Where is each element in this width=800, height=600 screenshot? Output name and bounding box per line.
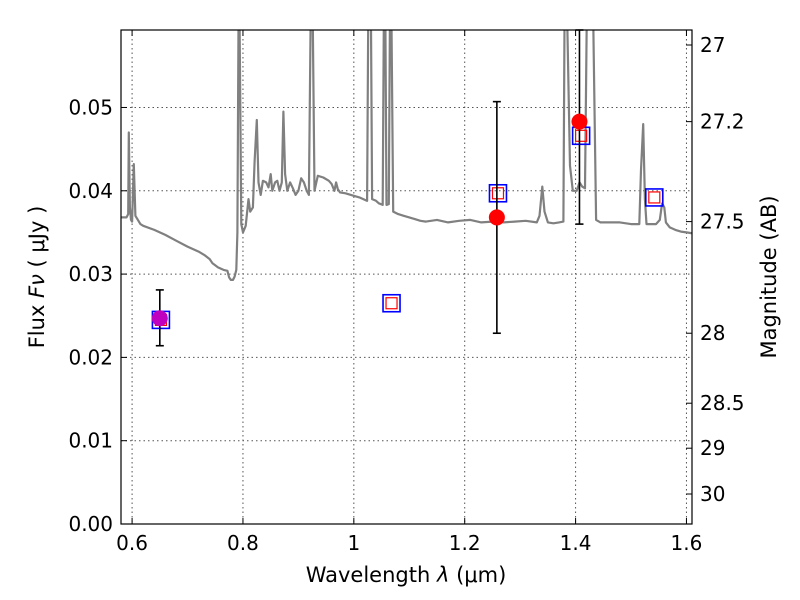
- model-flux-square: [488, 183, 508, 203]
- x-axis-title: Wavelength λ (μm): [306, 563, 507, 587]
- x-tick-label: 1.6: [671, 531, 703, 555]
- y-tick-label: 0.04: [68, 179, 113, 203]
- y2-tick-label: 27.2: [700, 110, 745, 134]
- y2-tick-label: 29: [700, 436, 725, 460]
- model-flux-inner-square: [385, 297, 398, 310]
- y2-tick-label: 28.5: [700, 391, 745, 415]
- x-tick-label: 1.2: [449, 531, 481, 555]
- markers: [151, 29, 664, 347]
- y-tick-label: 0.01: [68, 429, 113, 453]
- model-flux-inner-square: [648, 191, 661, 204]
- y2-axis-title: Magnitude (AB): [757, 195, 781, 358]
- axes: 0.6 0.8 1 1.2 1.4 1.6 0.00 0.01 0.02 0.03 0.04 0.05…: [68, 30, 745, 555]
- plot-frame: [120, 29, 693, 525]
- y2-tick-label: 27: [700, 33, 725, 57]
- x-tick-label: 1: [347, 531, 360, 555]
- y-tick-label: 0.02: [68, 345, 113, 369]
- model-flux-square: [382, 293, 401, 313]
- x-tick-label: 0.8: [227, 531, 259, 555]
- model-flux-inner-square: [491, 187, 505, 200]
- model-flux-inner-square: [575, 129, 588, 142]
- observed-flux-point: [488, 209, 505, 226]
- y2-tick-label: 30: [700, 482, 725, 506]
- model-flux-square: [645, 188, 664, 207]
- observed-flux-point: [151, 310, 168, 327]
- observed-flux-point: [571, 113, 588, 130]
- plot-area: [121, 30, 692, 281]
- x-tick-label: 0.6: [116, 531, 148, 555]
- y-axis-title: Flux Fν ( μJy ): [25, 206, 49, 349]
- x-tick-label: 1.4: [560, 531, 592, 555]
- y-tick-label: 0.05: [68, 95, 113, 119]
- y-tick-label: 0.03: [68, 262, 113, 286]
- y2-tick-label: 27.5: [700, 210, 745, 234]
- model-spectrum-line: [121, 30, 692, 281]
- y-tick-label: 0.00: [68, 512, 113, 536]
- y2-tick-label: 28: [700, 321, 725, 345]
